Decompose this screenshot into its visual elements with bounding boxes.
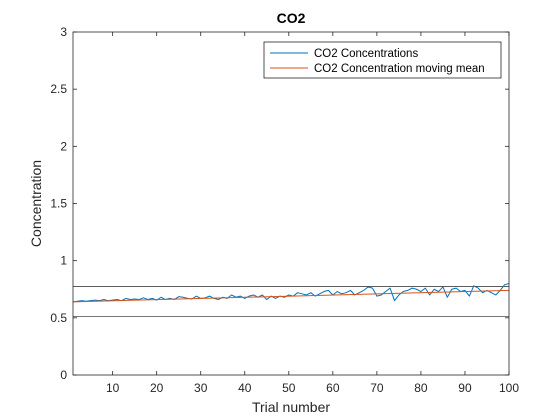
x-tick-label-50: 50 (282, 381, 296, 395)
plot-area (73, 32, 509, 375)
x-tick-label-100: 100 (499, 381, 519, 395)
x-axis-ticks: 10 20 30 40 50 60 70 80 90 100 (106, 32, 519, 395)
reference-lines (73, 286, 509, 318)
series-lines (72, 283, 510, 303)
legend-entry-0: CO2 Concentrations (314, 48, 418, 60)
x-axis-label: Trial number (252, 399, 330, 415)
y-tick-label-3: 1.5 (50, 197, 67, 211)
y-axis-ticks: 0 0.5 1 1.5 2 2.5 3 (50, 25, 509, 382)
x-tick-label-40: 40 (238, 381, 252, 395)
x-tick-label-10: 10 (106, 381, 120, 395)
series-line-co2-concentrations (72, 283, 510, 303)
legend-box (263, 41, 502, 79)
y-tick-label-4: 2 (60, 139, 67, 153)
x-tick-label-60: 60 (326, 381, 340, 395)
y-tick-label-6: 3 (60, 25, 67, 39)
x-tick-label-80: 80 (414, 381, 428, 395)
series-line-moving-mean (72, 289, 510, 303)
legend: CO2 Concentrations CO2 Concentration movi… (263, 41, 502, 79)
x-tick-label-90: 90 (458, 381, 472, 395)
y-tick-label-1: 0.5 (50, 311, 67, 325)
legend-entry-1: CO2 Concentration moving mean (314, 63, 485, 75)
x-tick-label-70: 70 (370, 381, 384, 395)
y-tick-label-5: 2.5 (50, 82, 67, 96)
chart-title: CO2 (277, 10, 306, 26)
y-tick-label-2: 1 (60, 254, 67, 268)
x-tick-label-20: 20 (150, 381, 164, 395)
y-tick-label-0: 0 (60, 368, 67, 382)
y-axis-label: Concentration (28, 160, 44, 247)
x-tick-label-30: 30 (194, 381, 208, 395)
